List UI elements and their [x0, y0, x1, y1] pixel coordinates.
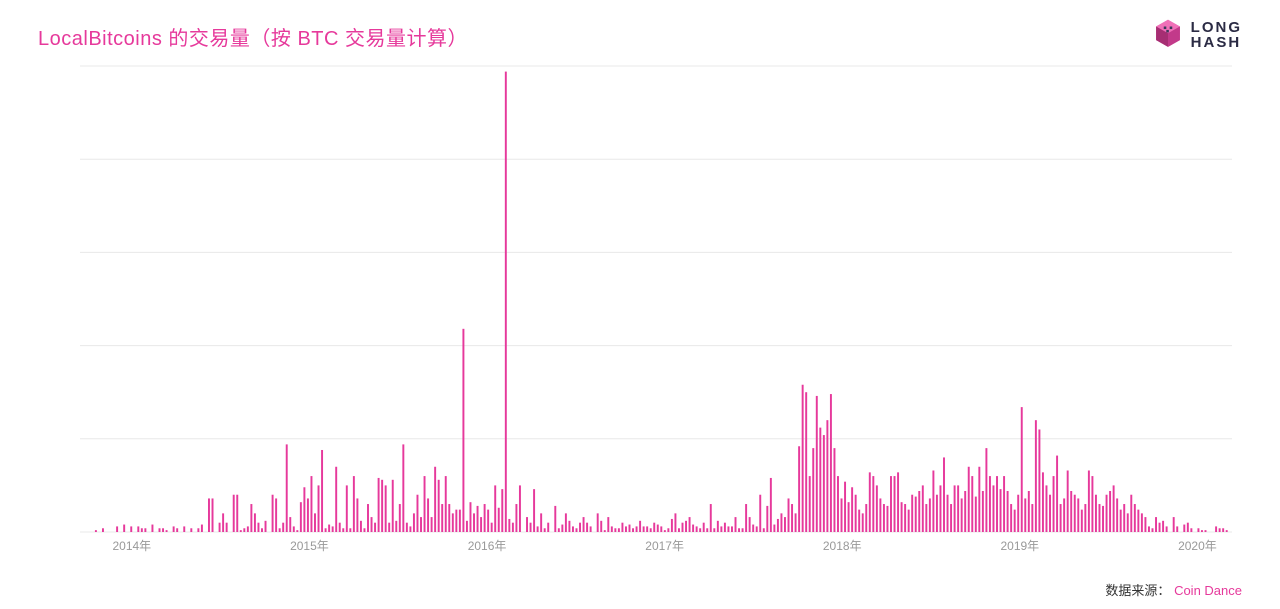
chart-plot-area: 0501001502002502014年2015年2016年2017年2018年…: [80, 62, 1238, 560]
svg-text:2014年: 2014年: [112, 539, 151, 553]
brand-logo-line2: HASH: [1191, 35, 1242, 50]
svg-text:2019年: 2019年: [1000, 539, 1039, 553]
chart-header: LocalBitcoins 的交易量（按 BTC 交易量计算） LONG HAS…: [38, 22, 1242, 62]
svg-text:2018年: 2018年: [823, 539, 862, 553]
brand-logo: LONG HASH: [1151, 18, 1242, 52]
chart-title: LocalBitcoins 的交易量（按 BTC 交易量计算）: [38, 22, 1242, 51]
chart-footer: 数据来源： Coin Dance: [1105, 580, 1242, 599]
svg-text:2020年: 2020年: [1178, 539, 1217, 553]
data-source-label: 数据来源：: [1105, 583, 1170, 598]
brand-logo-line1: LONG: [1191, 20, 1242, 35]
bar-chart-svg: 0501001502002502014年2015年2016年2017年2018年…: [80, 62, 1238, 560]
cube-icon: [1151, 18, 1185, 52]
svg-text:2016年: 2016年: [468, 539, 507, 553]
svg-text:2017年: 2017年: [645, 539, 684, 553]
svg-text:2015年: 2015年: [290, 539, 329, 553]
data-source-name: Coin Dance: [1174, 583, 1242, 598]
brand-logo-text: LONG HASH: [1191, 20, 1242, 50]
